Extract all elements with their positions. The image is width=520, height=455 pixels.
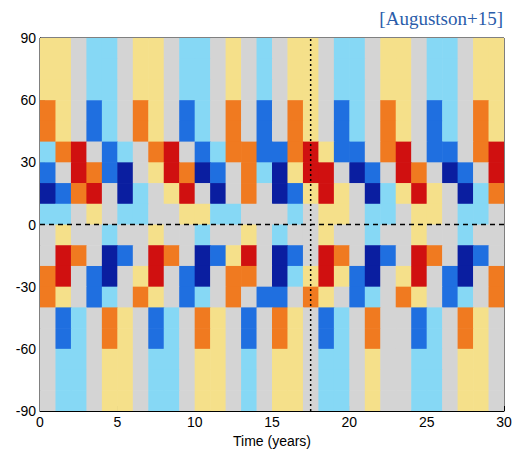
svg-text:-60: -60 bbox=[16, 341, 36, 357]
svg-text:30: 30 bbox=[496, 414, 512, 430]
svg-text:0: 0 bbox=[36, 414, 44, 430]
svg-text:5: 5 bbox=[113, 414, 121, 430]
svg-text:[Augustson+15]: [Augustson+15] bbox=[379, 8, 503, 29]
svg-text:0: 0 bbox=[28, 217, 36, 233]
svg-text:Time (years): Time (years) bbox=[233, 433, 311, 449]
svg-text:30: 30 bbox=[20, 154, 36, 170]
svg-text:15: 15 bbox=[264, 414, 280, 430]
svg-text:-30: -30 bbox=[16, 279, 36, 295]
svg-text:10: 10 bbox=[187, 414, 203, 430]
svg-text:20: 20 bbox=[342, 414, 358, 430]
svg-text:-90: -90 bbox=[16, 403, 36, 419]
svg-text:25: 25 bbox=[419, 414, 435, 430]
svg-text:60: 60 bbox=[20, 92, 36, 108]
svg-text:90: 90 bbox=[20, 30, 36, 46]
